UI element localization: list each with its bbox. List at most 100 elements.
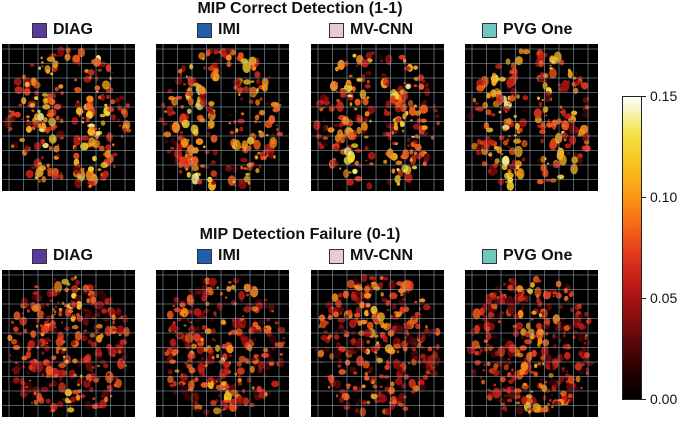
heat-blob [195, 370, 198, 373]
heat-blob [410, 158, 413, 162]
heat-blob [9, 110, 12, 113]
heat-blob [263, 347, 269, 353]
heat-blob [26, 119, 30, 122]
heat-blob [496, 296, 500, 300]
heat-blob [18, 103, 23, 107]
heat-blob [62, 370, 67, 377]
heat-blob [184, 333, 194, 343]
heat-blob [56, 153, 61, 157]
heat-blob [232, 317, 241, 328]
heat-blob [251, 342, 254, 346]
pvg-one-swatch [482, 248, 497, 264]
heat-blob [393, 343, 401, 349]
heat-blob [378, 282, 383, 286]
heat-blob [208, 318, 214, 322]
row-title-correct-detection: MIP Correct Detection (1-1) [197, 0, 403, 17]
heat-blob [90, 180, 96, 187]
heat-blob [162, 122, 168, 126]
heat-blob [506, 138, 510, 142]
heat-blob [548, 373, 554, 378]
heat-blob [374, 399, 379, 404]
heat-blob [552, 295, 555, 297]
pvg-one-swatch [482, 22, 497, 38]
heat-blob [31, 401, 33, 405]
heat-blob [510, 62, 517, 70]
heat-blob [391, 305, 395, 310]
heat-blob [559, 59, 565, 66]
heat-blob [97, 168, 102, 171]
heat-blob [498, 397, 506, 404]
heat-blob [214, 315, 217, 317]
heat-blob [413, 356, 418, 361]
heat-blob [118, 334, 122, 337]
heat-blob [352, 168, 358, 174]
heat-blob [31, 166, 35, 169]
heat-blob [74, 275, 77, 280]
heat-blob [435, 343, 440, 350]
heat-blob [59, 136, 65, 140]
heat-blob [98, 291, 107, 301]
heat-blob [359, 89, 367, 100]
heat-blob [186, 108, 192, 115]
heat-blob [514, 160, 522, 168]
heat-blob [483, 363, 486, 367]
heat-blob [90, 341, 97, 348]
heat-blob [482, 101, 489, 109]
heat-blob [574, 71, 578, 76]
heat-blob [164, 110, 167, 113]
heat-blob [222, 343, 226, 349]
heat-blob [185, 75, 188, 78]
heat-blob [14, 86, 24, 94]
heat-blob [253, 364, 257, 368]
heat-blob [371, 281, 378, 290]
heat-blob [508, 379, 514, 384]
heat-blob [517, 295, 526, 302]
heat-blob [78, 138, 81, 140]
heat-blob [404, 172, 413, 183]
heat-blob [228, 122, 232, 125]
heat-blob [187, 352, 192, 359]
heat-blob [7, 334, 13, 341]
heat-blob [199, 92, 206, 101]
heat-blob [585, 334, 588, 337]
heat-blob [364, 371, 369, 377]
heat-blob [223, 391, 232, 402]
heat-blob [542, 339, 550, 347]
heat-blob [318, 143, 323, 150]
heat-blob [86, 116, 90, 122]
heat-blob [354, 98, 361, 106]
heat-blob [398, 393, 406, 403]
heat-blob [361, 384, 366, 389]
heat-blob [338, 122, 344, 128]
heat-blob [64, 53, 71, 61]
heat-blob [67, 309, 74, 313]
heat-blob [63, 355, 66, 358]
heat-blob [578, 322, 585, 330]
heat-blob [557, 174, 565, 180]
heat-blob [119, 339, 128, 345]
heat-blob [396, 350, 399, 354]
heat-blob [522, 95, 529, 101]
heat-blob [59, 118, 64, 124]
heat-blob [13, 326, 19, 332]
heat-blob [534, 363, 538, 368]
heat-blob [73, 146, 78, 151]
heat-blob [32, 396, 36, 398]
heat-blob [184, 361, 188, 365]
heat-blob [522, 382, 528, 387]
heat-blob [584, 336, 588, 340]
heat-blob [28, 364, 33, 371]
heat-blob [365, 283, 370, 286]
heat-blob [181, 119, 190, 129]
heat-blob [474, 101, 479, 105]
heat-blob [361, 121, 368, 132]
heat-blob [112, 376, 116, 381]
heat-blob [240, 300, 243, 303]
heat-blob [507, 303, 516, 315]
panel-label-diag: DIAG [32, 20, 93, 40]
heat-blob [365, 51, 372, 60]
heat-blob [561, 108, 567, 117]
heat-blob [544, 380, 547, 384]
heat-blob [81, 120, 85, 124]
heat-blob [503, 388, 506, 392]
